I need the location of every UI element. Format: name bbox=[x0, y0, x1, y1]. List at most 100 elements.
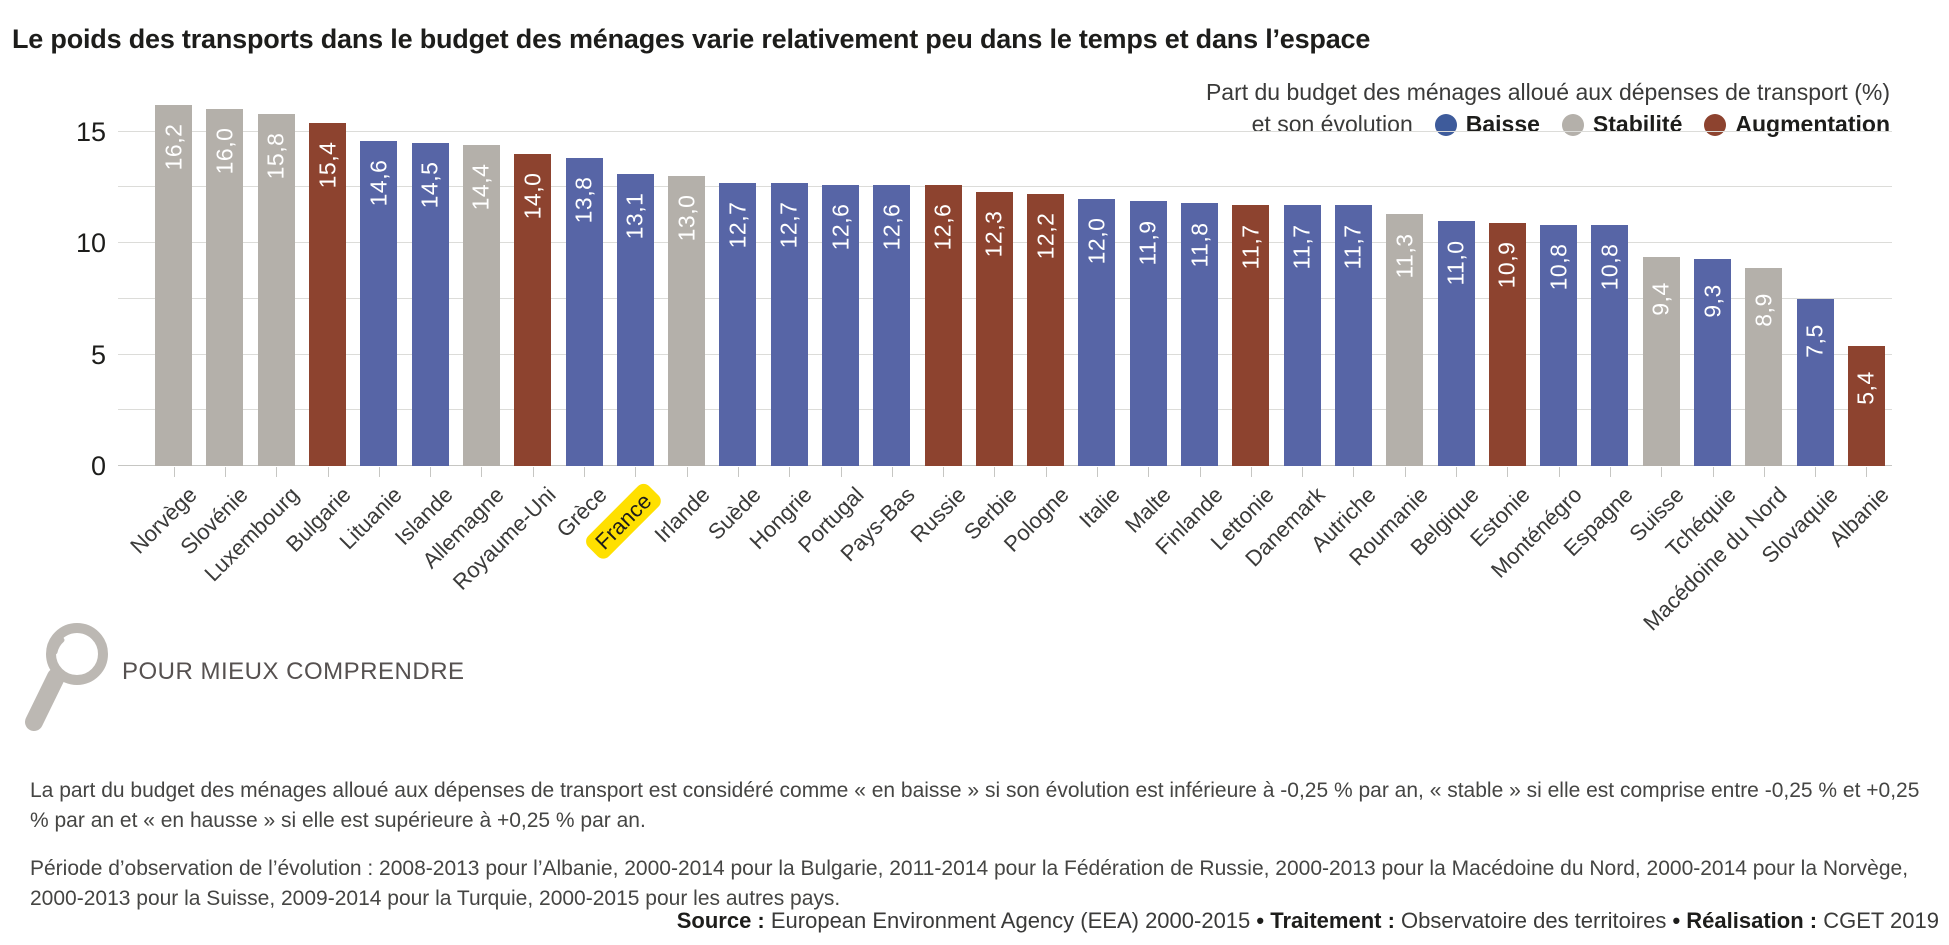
bar-chart-plot-area: 0 5 10 15 16,2 Norvège 16,0 Slovénie 15,8 Luxemb… bbox=[76, 86, 1894, 635]
legend-item-stabilite: Stabilité bbox=[1561, 110, 1682, 139]
bar-value-label: 8,9 bbox=[1750, 292, 1777, 327]
source-credit-line: Source : European Environment Agency (EE… bbox=[677, 908, 1939, 934]
x-tick bbox=[1609, 467, 1611, 477]
bar-montenegro: 10,8 bbox=[1540, 225, 1578, 466]
bar-value-label: 11,7 bbox=[1339, 224, 1366, 270]
x-tick bbox=[327, 467, 329, 477]
bar-group-islande: 14,5 Islande bbox=[390, 86, 458, 550]
bar-lituanie: 14,6 bbox=[360, 140, 398, 466]
bar-group-lettonie: 11,7 Lettonie bbox=[1206, 86, 1279, 555]
bar-value-label: 14,6 bbox=[365, 159, 392, 206]
bar-group-belgique: 11,0 Belgique bbox=[1406, 86, 1484, 560]
x-tick bbox=[1302, 467, 1304, 477]
x-tick bbox=[1661, 467, 1663, 477]
bar-value-label: 13,8 bbox=[570, 177, 597, 224]
bar-allemagne: 14,4 bbox=[462, 145, 500, 466]
x-tick bbox=[1250, 467, 1252, 477]
gridline bbox=[118, 130, 1892, 132]
bar-value-label: 12,7 bbox=[724, 201, 751, 249]
bar-value-label: 12,7 bbox=[775, 201, 802, 249]
bar-group-hongrie: 12,7 Hongrie bbox=[745, 86, 817, 554]
bar-value-label: 14,0 bbox=[519, 172, 546, 220]
bar-russie: 12,6 bbox=[924, 185, 962, 466]
bar-group-portugal: 12,6 Portugal bbox=[793, 86, 868, 558]
realisation-text: CGET 2019 bbox=[1817, 908, 1939, 933]
bar-group-lituanie: 14,6 Lituanie bbox=[334, 86, 407, 554]
source-label: Source : bbox=[676, 908, 765, 933]
magnifier-icon bbox=[22, 616, 110, 746]
x-tick bbox=[891, 467, 893, 477]
bar-group-norvege: 16,2 Norvège bbox=[125, 86, 201, 558]
bar-group-irlande: 13,0 Irlande bbox=[649, 86, 714, 547]
bar-value-label: 14,4 bbox=[467, 163, 494, 211]
bar-value-label: 12,6 bbox=[878, 203, 905, 251]
legend-caption-line1: Part du budget des ménages alloué aux dé… bbox=[1205, 79, 1890, 105]
x-tick bbox=[1404, 467, 1406, 477]
explainer-paragraph-definition: La part du budget des ménages alloué aux… bbox=[30, 779, 1920, 832]
bar-portugal: 12,6 bbox=[822, 185, 859, 466]
bar-value-label: 12,2 bbox=[1032, 212, 1059, 260]
separator-dot: • bbox=[1672, 908, 1687, 933]
bar-value-label: 10,9 bbox=[1493, 241, 1520, 289]
bar-group-serbie: 12,3 Serbie bbox=[959, 86, 1022, 545]
explainer-heading: POUR MIEUX COMPRENDRE bbox=[122, 658, 465, 685]
bar-value-label: 11,9 bbox=[1134, 220, 1161, 266]
gridline bbox=[118, 186, 1892, 188]
x-tick bbox=[378, 467, 380, 477]
bar-group-grece: 13,8 Grèce bbox=[552, 86, 612, 542]
bar-group-italie: 12,0 Italie bbox=[1071, 86, 1125, 533]
bar-group-malte: 11,9 Malte bbox=[1120, 86, 1176, 538]
bar-hongrie: 12,7 bbox=[770, 182, 808, 466]
x-tick bbox=[1558, 467, 1560, 477]
x-tick bbox=[737, 467, 739, 477]
bar-value-label: 7,5 bbox=[1801, 324, 1828, 358]
x-tick bbox=[840, 467, 842, 477]
bar-value-label: 5,4 bbox=[1852, 370, 1879, 405]
bar-value-label: 16,0 bbox=[211, 128, 238, 175]
bar-group-pays-bas: 12,6 Pays-Bas bbox=[835, 86, 919, 566]
y-tick-label-15: 15 bbox=[75, 116, 106, 147]
bar-value-label: 9,3 bbox=[1699, 283, 1726, 318]
bars-container: 16,2 Norvège 16,0 Slovénie 15,8 Luxembourg 15,… bbox=[125, 86, 1894, 635]
bar-roumanie: 11,3 bbox=[1386, 214, 1424, 466]
bar-value-label: 10,8 bbox=[1545, 243, 1572, 291]
legend-item-augmentation: Augmentation bbox=[1704, 110, 1890, 139]
bar-bulgarie: 15,4 bbox=[309, 122, 347, 466]
bar-group-albanie: 5,4 Albanie bbox=[1825, 86, 1894, 552]
stabilite-color-dot bbox=[1561, 113, 1584, 136]
bar-malte: 11,9 bbox=[1129, 200, 1167, 466]
separator-dot: • bbox=[1256, 908, 1271, 933]
x-tick bbox=[1507, 467, 1509, 477]
legend-item-baisse: Baisse bbox=[1434, 110, 1540, 139]
x-tick bbox=[481, 467, 483, 477]
source-text: European Environment Agency (EEA) 2000-2… bbox=[764, 908, 1257, 933]
bar-group-russie: 12,6 Russie bbox=[906, 86, 971, 547]
bar-slovaquie: 7,5 bbox=[1796, 298, 1834, 466]
bar-group-luxembourg: 15,8 Luxembourg bbox=[200, 86, 304, 586]
bar-serbie: 12,3 bbox=[975, 191, 1013, 466]
bar-group-france: 13,1 France bbox=[582, 86, 665, 563]
x-tick bbox=[532, 467, 534, 477]
bar-group-estonie: 10,9 Estonie bbox=[1465, 86, 1535, 552]
bar-value-label: 14,5 bbox=[416, 161, 443, 209]
x-tick bbox=[224, 467, 226, 477]
bar-value-label: 11,7 bbox=[1237, 224, 1264, 270]
x-tick bbox=[584, 467, 586, 477]
chart-legend: Part du budget des ménages alloué aux dé… bbox=[1206, 78, 1890, 139]
bar-pays-bas: 12,6 bbox=[873, 185, 911, 466]
y-tick-label-10: 10 bbox=[75, 228, 106, 259]
bar-group-danemark: 11,7 Danemark bbox=[1240, 86, 1330, 571]
realisation-label: Réalisation : bbox=[1686, 908, 1818, 933]
x-tick bbox=[1815, 467, 1817, 477]
bar-autriche: 11,7 bbox=[1334, 205, 1372, 466]
page-title: Le poids des transports dans le budget d… bbox=[12, 24, 1371, 55]
y-tick-label-5: 5 bbox=[90, 339, 106, 370]
bar-luxembourg: 15,8 bbox=[257, 113, 295, 466]
bar-group-finlande: 11,8 Finlande bbox=[1150, 86, 1227, 559]
bar-group-bulgarie: 15,4 Bulgarie bbox=[280, 86, 355, 557]
bar-group-autriche: 11,7 Autriche bbox=[1306, 86, 1381, 557]
bar-value-label: 12,6 bbox=[827, 203, 853, 251]
bar-group-suisse: 9,4 Suisse bbox=[1625, 86, 1689, 546]
bar-pologne: 12,2 bbox=[1027, 194, 1065, 466]
